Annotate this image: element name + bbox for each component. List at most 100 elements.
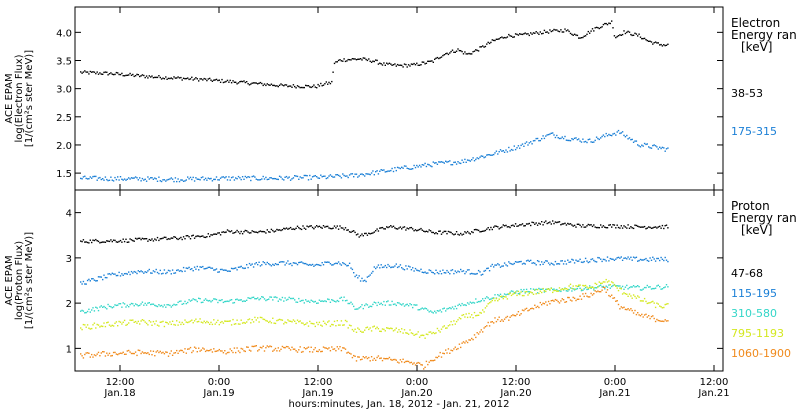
data-point — [128, 349, 130, 352]
data-point — [372, 170, 374, 172]
data-point — [564, 301, 566, 303]
data-point — [626, 258, 628, 260]
data-point — [214, 178, 216, 181]
data-point — [221, 78, 223, 81]
data-point — [117, 241, 119, 243]
data-point — [475, 273, 477, 275]
data-point — [656, 302, 658, 304]
data-point — [185, 179, 187, 181]
data-point — [395, 65, 397, 67]
data-point — [361, 173, 363, 175]
data-point — [167, 178, 170, 181]
data-point — [184, 238, 186, 240]
data-point — [612, 27, 614, 29]
data-point — [637, 295, 639, 297]
data-point — [203, 77, 205, 80]
data-point — [310, 264, 312, 266]
data-point — [214, 269, 216, 271]
data-point — [457, 233, 459, 236]
data-point — [132, 239, 134, 242]
data-point — [289, 297, 292, 300]
data-point — [654, 41, 657, 43]
data-point — [262, 261, 264, 263]
data-point — [624, 257, 627, 259]
data-point — [114, 239, 116, 242]
data-point — [520, 144, 522, 147]
data-point — [379, 303, 381, 305]
data-point — [505, 294, 507, 296]
data-point — [413, 62, 415, 65]
data-point — [541, 304, 543, 306]
data-point — [122, 274, 124, 276]
data-point — [396, 228, 399, 230]
data-point — [263, 262, 266, 264]
data-point — [449, 160, 451, 162]
data-point — [353, 305, 355, 308]
data-point — [505, 316, 507, 319]
data-point — [191, 319, 193, 321]
data-point — [517, 145, 520, 147]
data-point — [85, 71, 87, 73]
data-point — [317, 302, 319, 304]
data-point — [327, 298, 329, 300]
data-point — [595, 26, 598, 29]
data-point — [663, 227, 665, 230]
data-point — [464, 316, 466, 318]
data-point — [141, 74, 144, 76]
data-point — [505, 296, 507, 298]
data-point — [584, 286, 587, 289]
data-point — [503, 262, 506, 264]
data-point — [358, 356, 360, 358]
data-point — [612, 258, 614, 260]
data-point — [423, 271, 425, 274]
data-point — [557, 221, 559, 223]
data-point — [594, 226, 596, 228]
data-point — [298, 349, 300, 351]
data-point — [558, 137, 561, 140]
data-point — [602, 281, 605, 283]
data-point — [473, 311, 476, 314]
data-point — [239, 232, 241, 235]
data-point — [579, 224, 581, 226]
data-point — [573, 297, 576, 299]
data-point — [348, 174, 351, 176]
data-point — [202, 322, 204, 324]
data-point — [239, 323, 241, 325]
data-point — [449, 52, 451, 54]
data-point — [584, 284, 587, 287]
data-point — [628, 227, 631, 229]
data-point — [654, 306, 657, 309]
data-point — [506, 293, 509, 295]
data-point — [476, 332, 478, 334]
data-point — [661, 224, 664, 227]
data-point — [594, 27, 596, 29]
xtick-time-label: 12:00 — [304, 377, 333, 388]
data-point — [270, 228, 273, 231]
data-point — [219, 177, 222, 179]
data-point — [589, 32, 591, 34]
data-point — [473, 273, 476, 275]
data-point — [272, 299, 274, 301]
data-point — [152, 303, 155, 305]
data-point — [473, 160, 476, 162]
data-point — [442, 231, 444, 234]
data-point — [133, 352, 135, 355]
data-point — [641, 313, 643, 316]
data-point — [508, 319, 510, 321]
data-point — [413, 164, 415, 167]
data-point — [213, 178, 215, 181]
data-point — [383, 266, 385, 268]
data-point — [595, 283, 598, 285]
data-point — [353, 230, 355, 232]
data-point — [119, 321, 122, 323]
data-point — [425, 62, 428, 64]
data-point — [497, 318, 499, 321]
data-point — [145, 180, 148, 182]
data-point — [140, 352, 142, 355]
data-point — [248, 232, 251, 234]
data-point — [573, 137, 576, 139]
data-point — [110, 325, 112, 327]
data-point — [84, 324, 86, 326]
data-point — [475, 315, 477, 317]
data-point — [493, 266, 495, 268]
